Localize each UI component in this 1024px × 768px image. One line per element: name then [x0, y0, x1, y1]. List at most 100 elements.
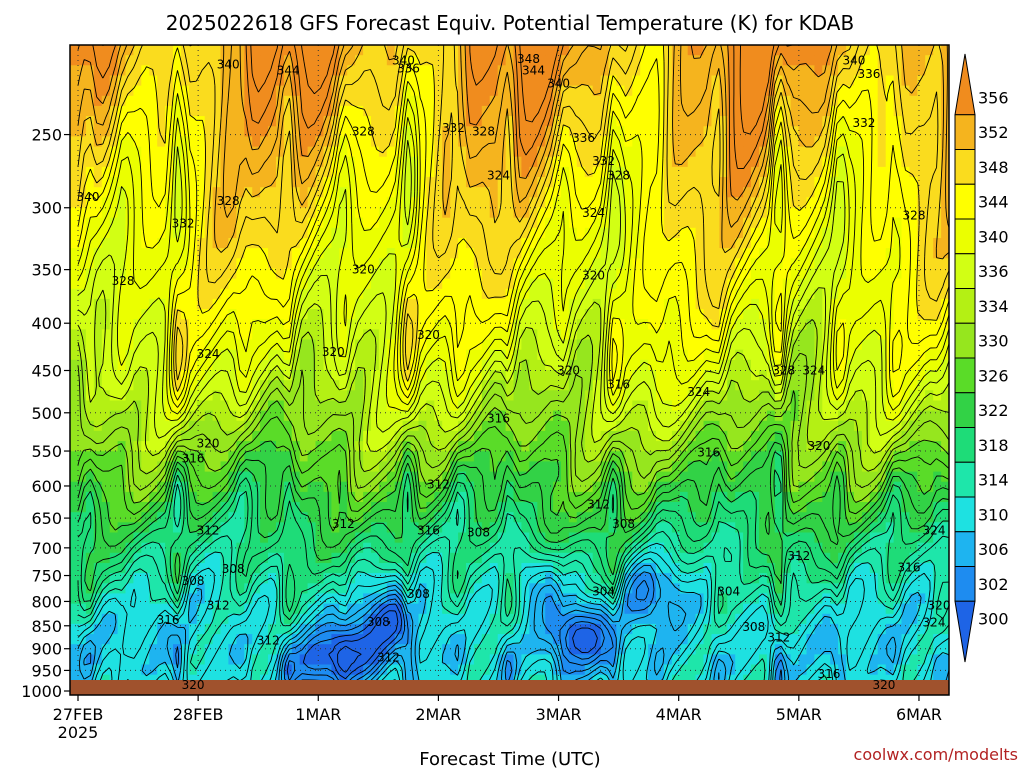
heatmap-cell [283, 105, 293, 117]
heatmap-cell [632, 126, 641, 138]
heatmap-cell [553, 481, 562, 493]
heatmap-cell [790, 491, 800, 503]
heatmap-cell [133, 156, 142, 168]
heatmap-cell [141, 146, 150, 158]
heatmap-cell [901, 177, 910, 188]
heatmap-cell [85, 390, 95, 402]
heatmap-cell [735, 370, 744, 381]
heatmap-cell [497, 105, 507, 117]
heatmap-cell [568, 156, 578, 168]
heatmap-cell [751, 420, 760, 432]
heatmap-cell [363, 441, 372, 452]
heatmap-cell [735, 400, 744, 412]
heatmap-cell [497, 339, 507, 351]
heatmap-cell [624, 45, 633, 56]
heatmap-cell [363, 370, 372, 381]
heatmap-cell [180, 136, 190, 148]
heatmap-cell [173, 319, 182, 330]
heatmap-cell [141, 370, 150, 381]
heatmap-cell [450, 309, 459, 320]
heatmap-cell [450, 268, 459, 280]
heatmap-cell [695, 217, 705, 229]
heatmap-cell [410, 65, 420, 77]
heatmap-cell [236, 288, 245, 300]
heatmap-cell [814, 349, 823, 361]
heatmap-cell [640, 166, 649, 178]
heatmap-cell [648, 451, 657, 463]
heatmap-cell [157, 45, 166, 56]
heatmap-cell [592, 105, 602, 117]
heatmap-cell [196, 105, 206, 117]
heatmap-cell [125, 278, 134, 290]
heatmap-cell [893, 85, 903, 97]
heatmap-cell [252, 177, 261, 188]
heatmap-cell [434, 227, 443, 239]
heatmap-cell [925, 45, 934, 56]
heatmap-cell [109, 75, 119, 87]
heatmap-cell [561, 390, 570, 402]
heatmap-cell [133, 238, 142, 249]
heatmap-cell [93, 55, 103, 66]
heatmap-cell [663, 451, 673, 463]
heatmap-cell [576, 481, 586, 493]
heatmap-cell [188, 95, 198, 107]
heatmap-cell [909, 410, 918, 422]
heatmap-cell [925, 217, 934, 229]
heatmap-cell [355, 177, 364, 188]
heatmap-cell [402, 461, 412, 473]
heatmap-cell [252, 502, 261, 513]
heatmap-cell [814, 75, 823, 87]
heatmap-cell [814, 441, 823, 452]
heatmap-cell [101, 491, 111, 503]
heatmap-cell [759, 258, 768, 270]
heatmap-cell [133, 278, 142, 290]
heatmap-cell [228, 461, 237, 473]
heatmap-cell [307, 45, 317, 56]
heatmap-cell [466, 65, 475, 77]
heatmap-cell [624, 309, 633, 320]
heatmap-cell [204, 177, 214, 188]
heatmap-cell [909, 309, 918, 320]
heatmap-cell [822, 45, 831, 56]
heatmap-cell [869, 461, 879, 473]
heatmap-cell [632, 451, 641, 463]
heatmap-cell [719, 136, 728, 148]
heatmap-cell [378, 268, 388, 280]
heatmap-cell [553, 238, 562, 249]
heatmap-cell [252, 268, 261, 280]
heatmap-cell [125, 197, 134, 209]
heatmap-cell [553, 339, 562, 351]
heatmap-cell [434, 319, 443, 330]
heatmap-cell [513, 207, 522, 219]
heatmap-cell [798, 197, 808, 209]
heatmap-cell [339, 65, 348, 77]
heatmap-cell [276, 461, 285, 473]
heatmap-cell [85, 481, 95, 493]
heatmap-cell [600, 197, 610, 209]
heatmap-cell [117, 146, 127, 158]
heatmap-cell [434, 430, 443, 442]
heatmap-cell [592, 471, 602, 483]
heatmap-cell [394, 359, 404, 371]
heatmap-cell [656, 461, 665, 473]
heatmap-cell [743, 136, 752, 148]
heatmap-cell [679, 136, 689, 148]
heatmap-cell [830, 166, 839, 178]
heatmap-cell [188, 451, 198, 463]
heatmap-cell [885, 187, 895, 198]
heatmap-cell [743, 95, 752, 107]
heatmap-cell [212, 85, 222, 97]
heatmap-cell [648, 238, 657, 249]
heatmap-cell [418, 258, 427, 270]
heatmap-cell [434, 217, 443, 229]
heatmap-cell [117, 420, 127, 432]
heatmap-cell [418, 430, 427, 442]
heatmap-cell [244, 105, 253, 117]
heatmap-cell [529, 451, 538, 463]
heatmap-cell [711, 309, 720, 320]
heatmap-cell [553, 126, 562, 138]
heatmap-cell [529, 380, 538, 391]
heatmap-cell [133, 45, 142, 56]
heatmap-cell [125, 116, 134, 127]
heatmap-cell [70, 227, 87, 239]
